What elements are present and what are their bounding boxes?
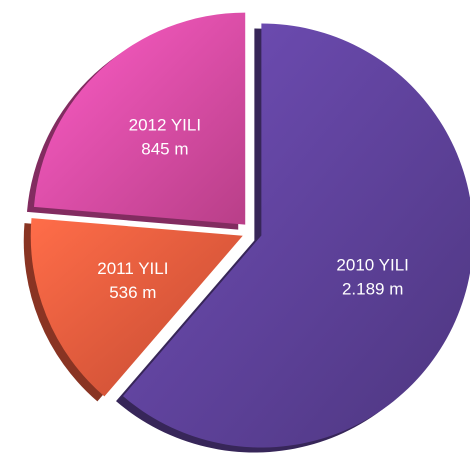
slice-value-label: 2.189 m	[342, 279, 403, 298]
slice	[33, 12, 246, 225]
slice-label: 2010 YILI	[336, 255, 408, 274]
slice-label: 2012 YILI	[129, 116, 201, 135]
slice	[30, 218, 243, 397]
slice-value-label: 845 m	[141, 140, 188, 159]
slice-label: 2011 YILI	[97, 259, 168, 278]
slice-value-label: 536 m	[109, 283, 156, 302]
slice	[123, 23, 470, 448]
